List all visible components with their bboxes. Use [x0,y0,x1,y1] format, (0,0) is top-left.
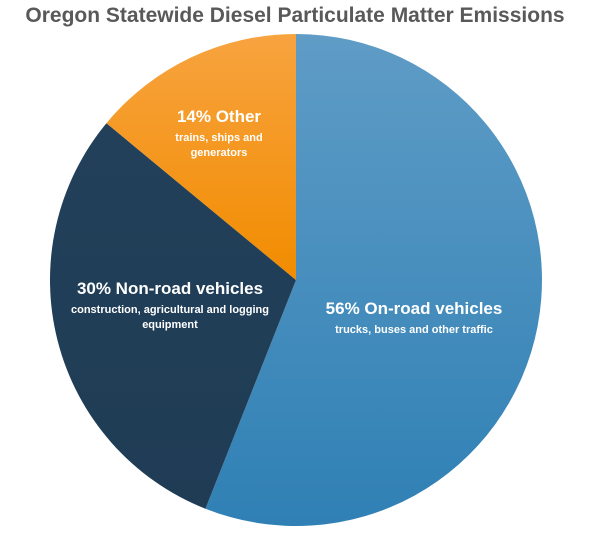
slice-label-other: 14% Other [177,107,261,126]
slice-sublabel-non-road-1: equipment [142,319,198,331]
slice-label-non-road: 30% Non-road vehicles [77,279,263,298]
pie-slice-other [106,33,296,280]
pie-slice-non-road [49,123,296,509]
slices-layer [49,33,542,526]
pie-slice-on-road [205,34,542,526]
labels-layer: 56% On-road vehicles trucks, buses and ot… [71,107,502,336]
slice-sublabel-non-road-0: construction, agricultural and logging [71,304,269,316]
chart-title: Oregon Statewide Diesel Particulate Matt… [25,4,565,27]
slice-label-on-road: 56% On-road vehicles [326,299,503,318]
slice-sublabel-on-road-0: trucks, buses and other traffic [335,324,493,336]
slice-sublabel-other-1: generators [191,147,248,159]
slice-sublabel-other-0: trains, ships and [175,132,262,144]
